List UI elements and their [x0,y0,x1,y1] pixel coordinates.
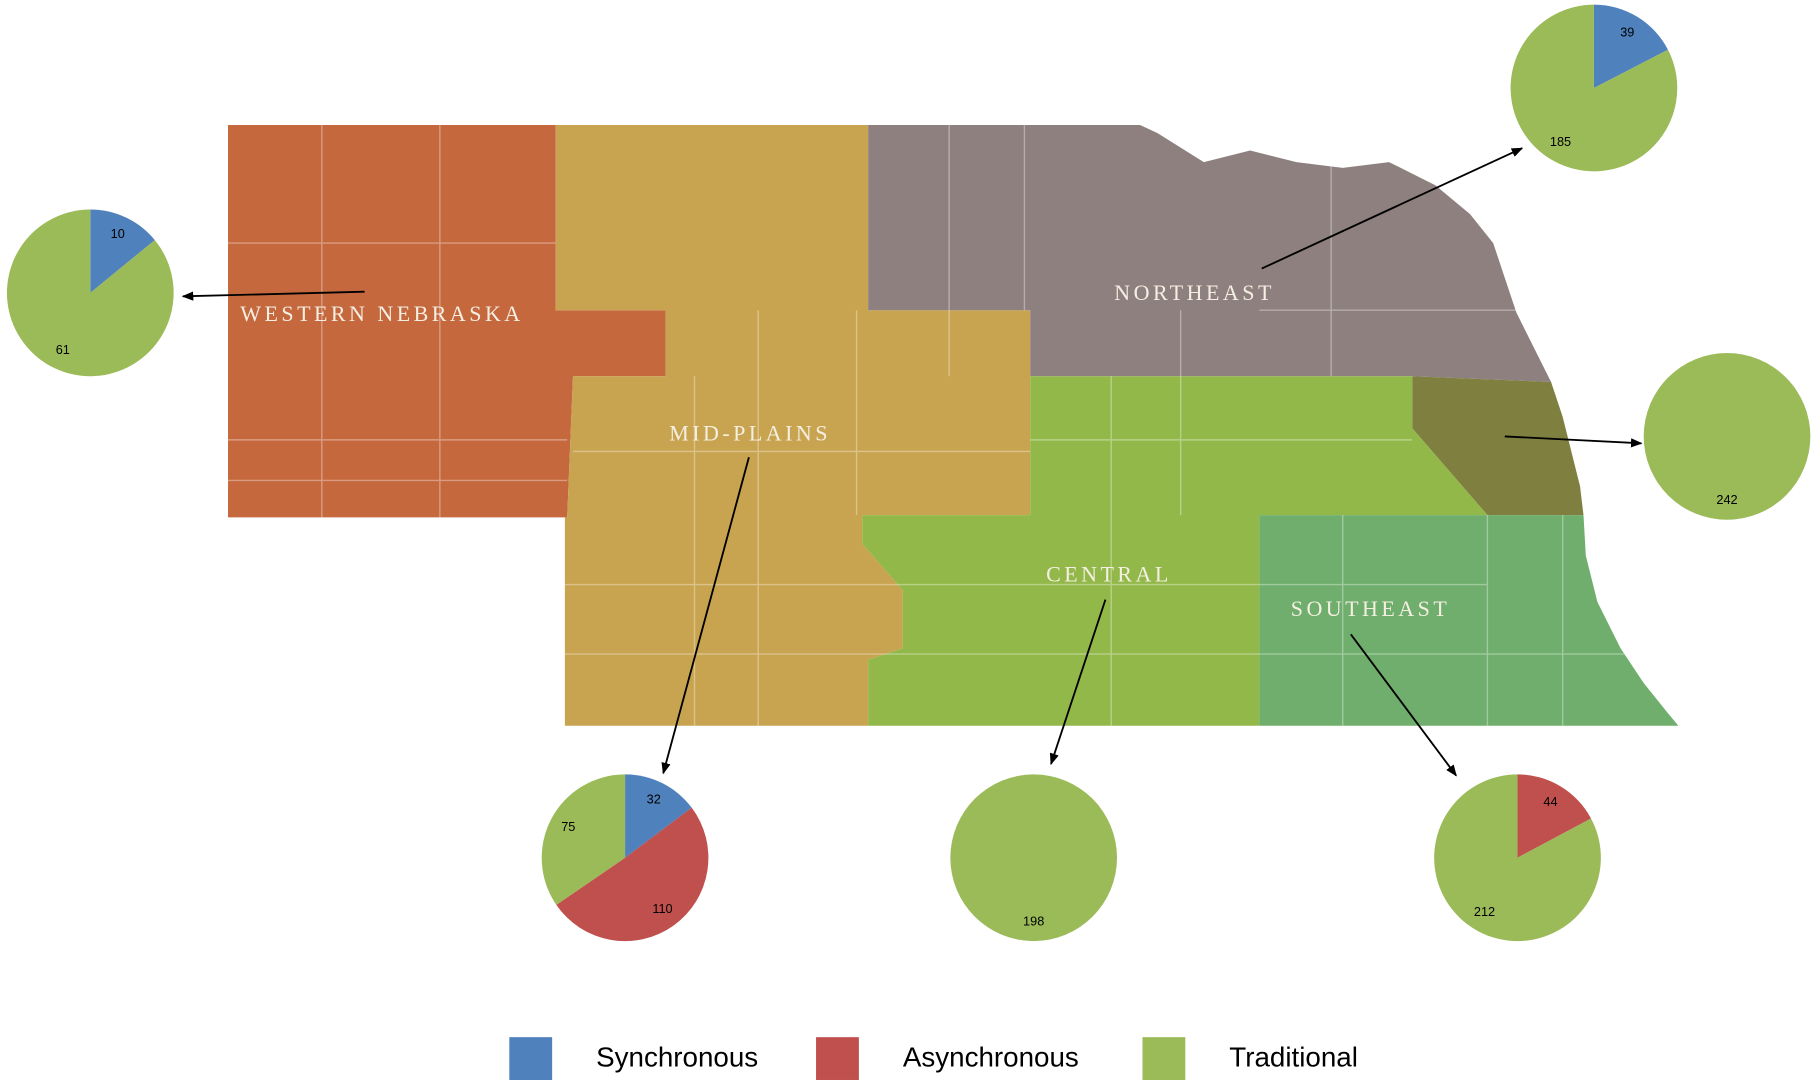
pie-chart: 44 212 [1434,774,1601,941]
region-label: MID-PLAINS [669,420,831,445]
region-label: SOUTHEAST [1291,596,1451,621]
pie-chart: 32 110 75 [542,774,709,941]
map-figure: WESTERN NEBRASKA NORTHEAST MID-PLAINS CE… [0,0,1815,1080]
region-label: NORTHEAST [1114,280,1275,305]
slice-label: 185 [1550,134,1571,149]
slice-label: 32 [647,792,661,807]
legend-swatch [816,1037,859,1080]
pie-chart: 198 [950,774,1117,941]
legend-label: Asynchronous [903,1041,1079,1072]
legend-label: Synchronous [596,1041,758,1072]
region-label: CENTRAL [1046,562,1172,587]
slice-label: 242 [1716,492,1737,507]
page: WESTERN NEBRASKA NORTHEAST MID-PLAINS CE… [0,0,1815,1080]
slice-label: 61 [56,342,70,357]
nebraska-map [228,125,1678,726]
legend-swatch [1142,1037,1185,1080]
slice-label: 39 [1620,25,1634,40]
pie-chart: 39 185 [1511,5,1678,172]
slice-label: 212 [1474,904,1495,919]
pie-chart: 10 61 [7,210,174,377]
slice-label: 110 [652,901,672,916]
legend-label: Traditional [1229,1041,1358,1072]
legend: Synchronous Asynchronous Traditional [509,1037,1358,1080]
pie-chart: 242 [1644,353,1811,520]
slice-label: 75 [561,819,575,834]
slice-label: 44 [1543,794,1557,809]
slice-label: 198 [1023,913,1044,928]
region-label: WESTERN NEBRASKA [240,301,523,326]
slice-label: 10 [111,226,125,241]
legend-swatch [509,1037,552,1080]
